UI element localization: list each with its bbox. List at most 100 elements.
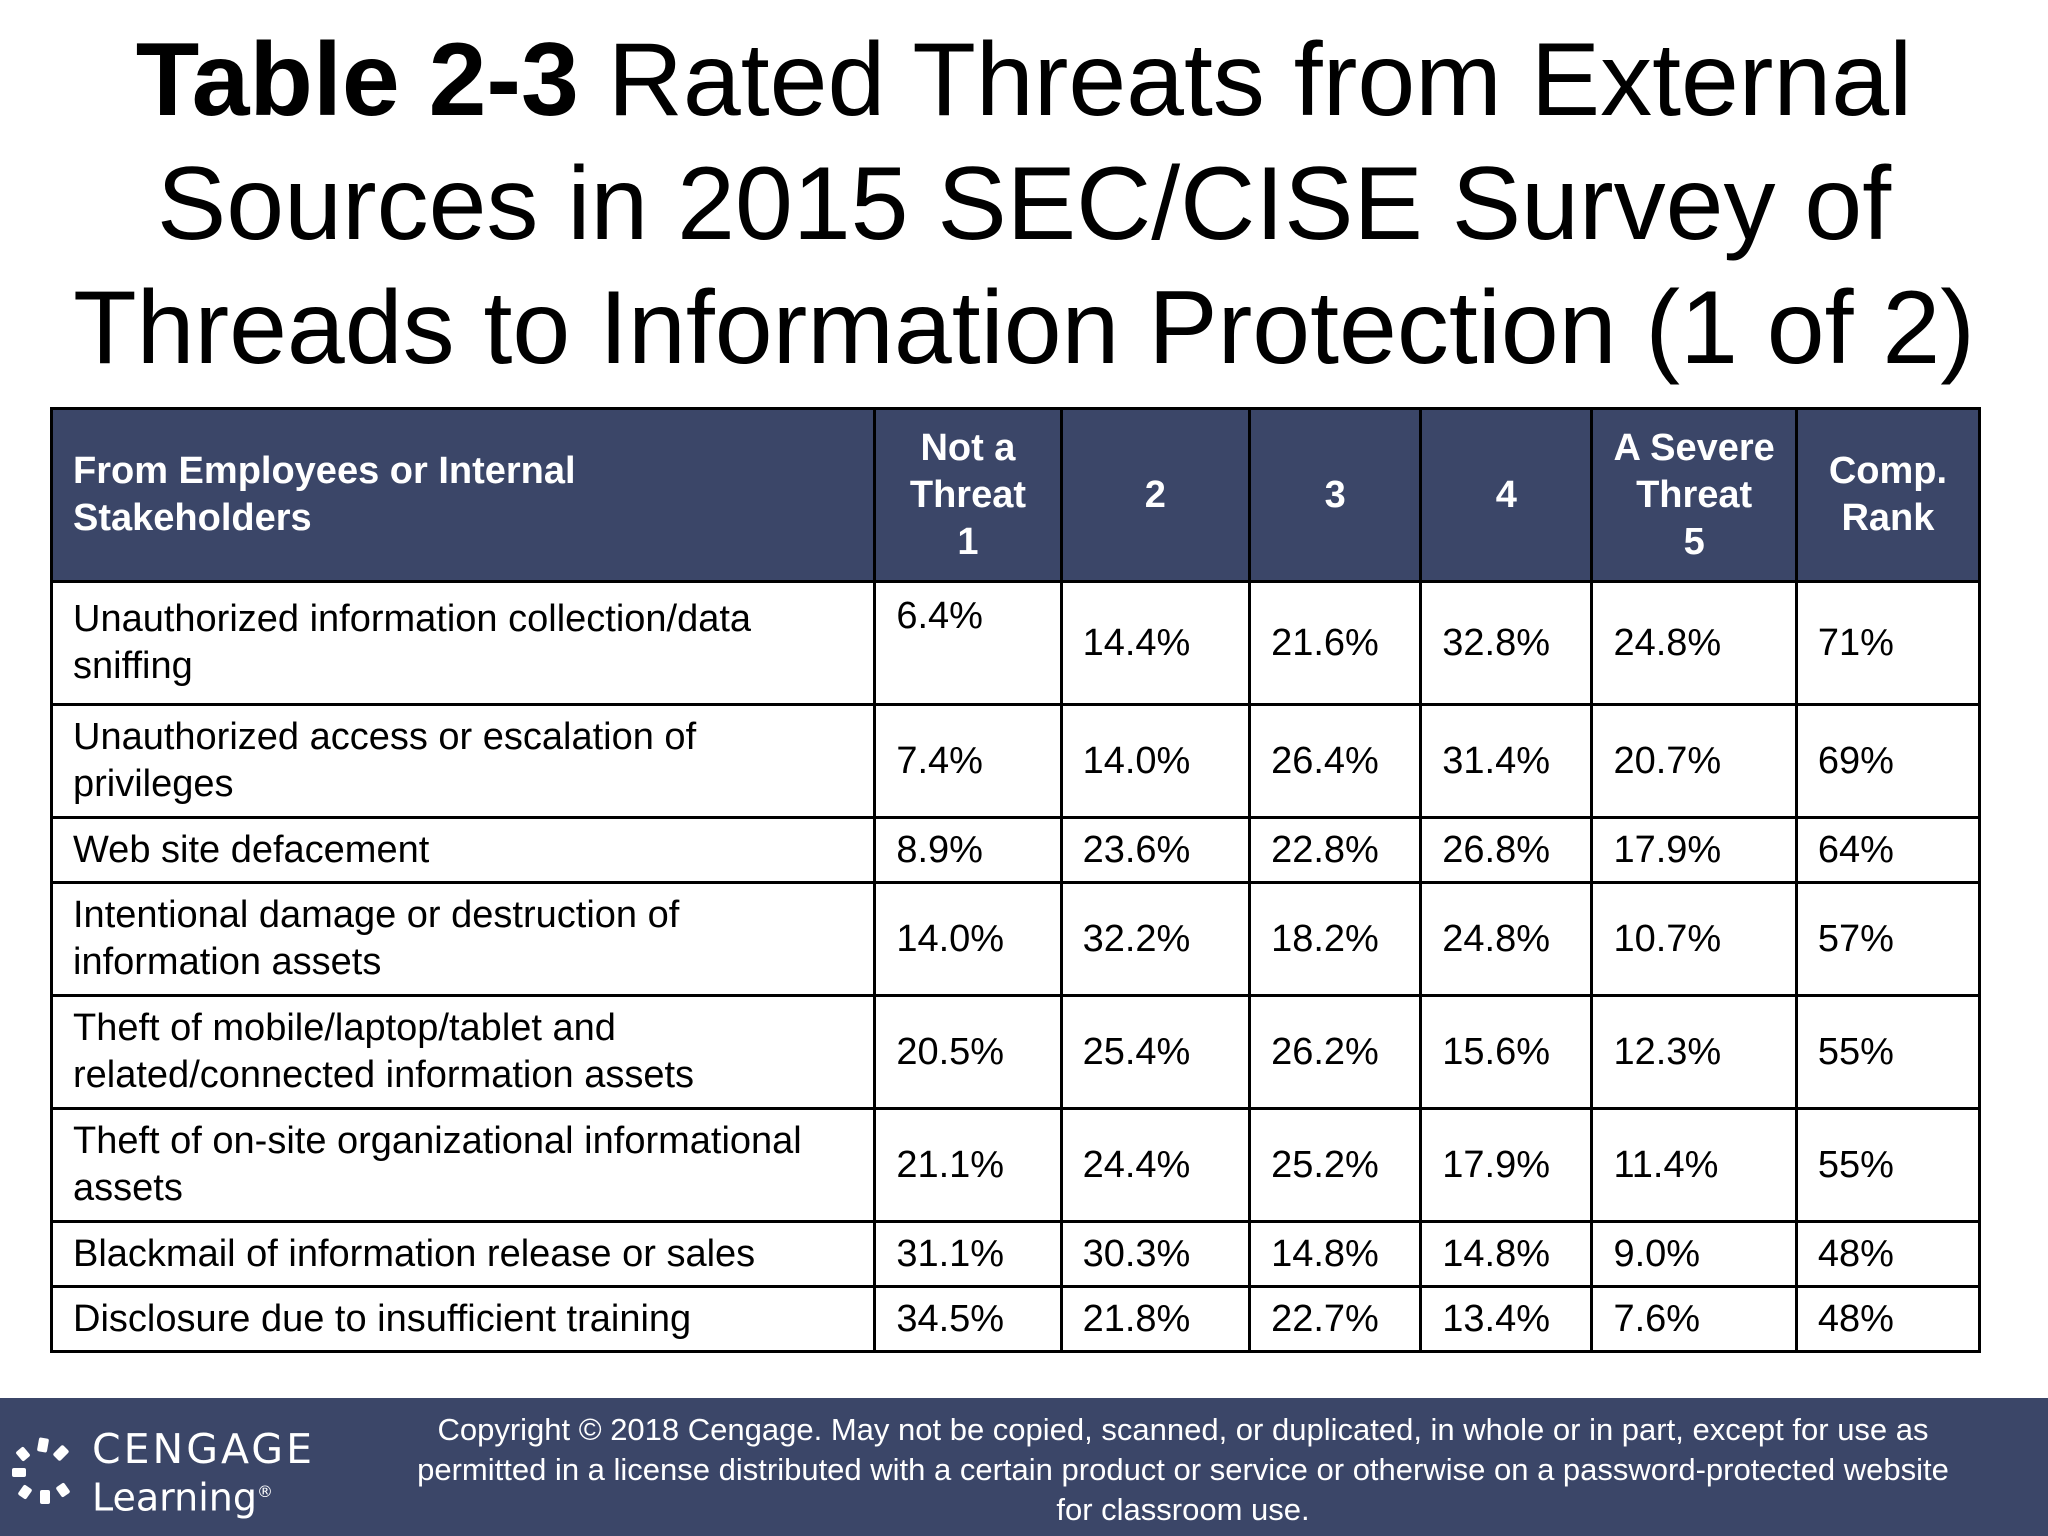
table-header: From Employees or Internal Stakeholders No… <box>49 407 1982 583</box>
column-header: A Severe Threat 5 <box>1590 407 1798 583</box>
slide-title: Table 2-3 Rated Threats from External So… <box>0 18 2048 390</box>
table-cell: 31.1% <box>873 1220 1063 1288</box>
registered-mark: ® <box>256 1482 273 1501</box>
table-cell: 26.8% <box>1419 816 1594 884</box>
column-header-line: 3 <box>1324 473 1346 516</box>
column-header-line: From Employees or Internal <box>73 450 576 492</box>
column-header: 3 <box>1248 407 1423 583</box>
column-header-line: Rank <box>1841 497 1935 539</box>
table-cell: 32.2% <box>1059 881 1252 997</box>
table-cell: 24.4% <box>1059 1107 1252 1223</box>
table-cell: 64% <box>1794 816 1982 884</box>
table-cell: 6.4% <box>873 580 1063 706</box>
copyright-line: for classroom use. <box>1056 1492 1310 1527</box>
logo-sub-text: Learning <box>92 1475 257 1520</box>
table-row: Blackmail of information release or sale… <box>49 1220 1982 1288</box>
table-cell: 7.4% <box>873 703 1063 819</box>
column-header-line: 2 <box>1144 473 1166 516</box>
copyright-line: Copyright © 2018 Cengage. May not be cop… <box>437 1412 1929 1447</box>
table-cell: 34.5% <box>873 1285 1063 1353</box>
title-table-number: Table 2-3 <box>135 22 579 138</box>
row-label: Unauthorized information collection/data… <box>49 580 877 706</box>
table-cell: 48% <box>1794 1285 1982 1353</box>
column-header-line: Stakeholders <box>73 497 312 539</box>
table-cell: 55% <box>1794 1107 1982 1223</box>
cengage-mark-icon <box>12 1437 70 1504</box>
table-cell: 14.8% <box>1419 1220 1594 1288</box>
table-cell: 14.4% <box>1059 580 1252 706</box>
cengage-logo: CENGAGE Learning® <box>8 1426 312 1520</box>
row-label: Intentional damage or destruction of inf… <box>49 881 877 997</box>
table-cell: 48% <box>1794 1220 1982 1288</box>
table-row: Intentional damage or destruction of inf… <box>49 881 1982 997</box>
column-header: 4 <box>1419 407 1594 583</box>
table-cell: 55% <box>1794 994 1982 1110</box>
table-row: Web site defacement 8.9% 23.6% 22.8% 26.8% 17… <box>49 816 1982 884</box>
copyright-notice: Copyright © 2018 Cengage. May not be cop… <box>330 1410 2036 1530</box>
column-header: Not a Threat 1 <box>873 407 1063 583</box>
table-cell: 26.2% <box>1248 994 1423 1110</box>
table-cell: 7.6% <box>1590 1285 1798 1353</box>
table-cell: 32.8% <box>1419 580 1594 706</box>
column-header-line: 1 <box>957 520 979 563</box>
column-header-line: A Severe <box>1613 426 1775 469</box>
table-cell: 17.9% <box>1590 816 1798 884</box>
table-cell: 22.8% <box>1248 816 1423 884</box>
table-cell: 21.6% <box>1248 580 1423 706</box>
table-cell: 20.5% <box>873 994 1063 1110</box>
column-header-line: Threat <box>909 473 1027 516</box>
table-cell: 57% <box>1794 881 1982 997</box>
table-cell: 23.6% <box>1059 816 1252 884</box>
table-cell: 14.8% <box>1248 1220 1423 1288</box>
column-header: 2 <box>1059 407 1252 583</box>
table-row: Theft of on-site organizational informat… <box>49 1107 1982 1223</box>
table-row: Disclosure due to insufficient training 3… <box>49 1285 1982 1353</box>
table-cell: 26.4% <box>1248 703 1423 819</box>
header-row: From Employees or Internal Stakeholders No… <box>49 407 1982 583</box>
table-cell: 17.9% <box>1419 1107 1594 1223</box>
table-cell: 22.7% <box>1248 1285 1423 1353</box>
row-label: Web site defacement <box>49 816 877 884</box>
table-cell: 20.7% <box>1590 703 1798 819</box>
column-header-label: From Employees or Internal Stakeholders <box>49 407 877 583</box>
table-cell: 14.0% <box>873 881 1063 997</box>
title-line-3: Threads to Information Protection (1 of … <box>73 270 1975 386</box>
row-label: Blackmail of information release or sale… <box>49 1220 877 1288</box>
column-header-line: Not a <box>920 426 1016 469</box>
row-label: Unauthorized access or escalation of pri… <box>49 703 877 819</box>
table-cell: 14.0% <box>1059 703 1252 819</box>
footer-bar: CENGAGE Learning® Copyright © 2018 Cenga… <box>0 1398 2048 1536</box>
table-cell: 69% <box>1794 703 1982 819</box>
logo-wordmark: CENGAGE <box>92 1425 315 1473</box>
table-body: Unauthorized information collection/data… <box>49 580 1982 1353</box>
table-cell: 24.8% <box>1419 881 1594 997</box>
table-cell: 9.0% <box>1590 1220 1798 1288</box>
table-cell: 21.8% <box>1059 1285 1252 1353</box>
table-cell: 8.9% <box>873 816 1063 884</box>
table-cell: 30.3% <box>1059 1220 1252 1288</box>
table-cell: 12.3% <box>1590 994 1798 1110</box>
logo-subtitle: Learning® <box>92 1470 273 1520</box>
title-line-2: Sources in 2015 SEC/CISE Survey of <box>156 146 1892 262</box>
table-row: Unauthorized access or escalation of pri… <box>49 703 1982 819</box>
row-label: Disclosure due to insufficient training <box>49 1285 877 1353</box>
row-label: Theft of on-site organizational informat… <box>49 1107 877 1223</box>
column-header-line: Comp. <box>1828 450 1948 492</box>
table-cell: 31.4% <box>1419 703 1594 819</box>
copyright-line: permitted in a license distributed with … <box>417 1452 1949 1487</box>
column-header-line: 5 <box>1683 520 1705 563</box>
table-cell: 71% <box>1794 580 1982 706</box>
table-row: Unauthorized information collection/data… <box>49 580 1982 706</box>
table-cell: 21.1% <box>873 1107 1063 1223</box>
table-cell: 11.4% <box>1590 1107 1798 1223</box>
table-row: Theft of mobile/laptop/tablet and relate… <box>49 994 1982 1110</box>
title-line-1: Table 2-3 Rated Threats from External <box>0 18 2048 142</box>
table-cell: 15.6% <box>1419 994 1594 1110</box>
column-header-line: 4 <box>1495 473 1517 516</box>
title-line-1-rest: Rated Threats from External <box>578 22 1913 138</box>
column-header-line: Threat <box>1636 473 1753 516</box>
column-header: Comp. Rank <box>1794 407 1982 583</box>
table-cell: 10.7% <box>1590 881 1798 997</box>
table-cell: 25.4% <box>1059 994 1252 1110</box>
